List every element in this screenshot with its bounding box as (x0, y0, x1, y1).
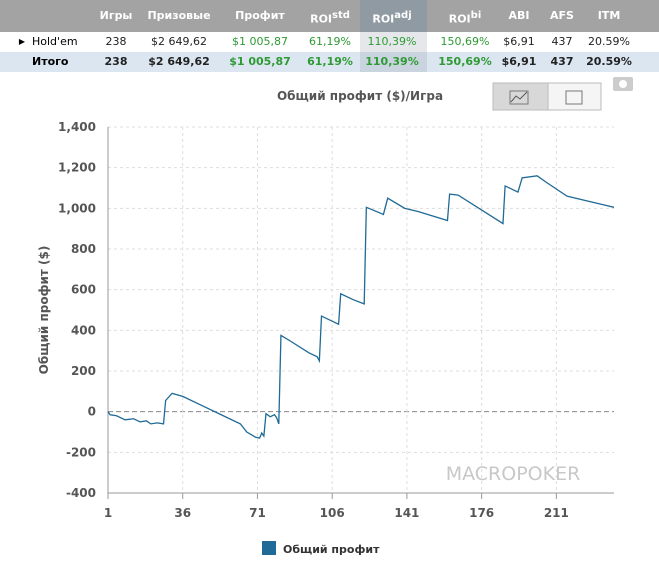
expand-arrow: ▶ (18, 37, 26, 46)
y-tick-label: 600 (71, 283, 96, 297)
cell: 437 (551, 35, 573, 48)
cell: 20.59% (586, 55, 632, 68)
legend-label: Общий профит (283, 543, 380, 556)
header-text: ABI (508, 9, 530, 22)
header-cell: ABI (499, 6, 539, 26)
header-text: ROI (310, 12, 333, 26)
x-tick-label: 106 (320, 506, 345, 520)
column-highlight (360, 32, 427, 72)
x-tick-label: 141 (394, 506, 419, 520)
header-sup: bi (470, 10, 482, 21)
y-tick-label: -400 (66, 486, 96, 500)
header-cell: ITM (584, 6, 634, 26)
y-tick-label: 1,200 (58, 161, 96, 175)
cell: 20.59% (588, 35, 630, 48)
y-axis-label: Общий профит ($) (37, 246, 51, 375)
row-label: Hold'em (32, 35, 78, 48)
watermark: MACROPOKER (446, 463, 581, 485)
header-cell: AFS (542, 6, 582, 26)
y-tick-label: 1,000 (58, 201, 96, 215)
header-cell: Профит (225, 6, 295, 26)
header-cell: ROIadj (360, 6, 424, 30)
x-tick-label: 211 (544, 506, 569, 520)
cell: $2 649,62 (148, 55, 210, 68)
header-cell: Игры (94, 6, 138, 26)
line-view-button[interactable] (492, 82, 549, 111)
total-row-bg (0, 52, 659, 72)
cell: 150,69% (440, 35, 490, 48)
cell: 110,39% (367, 35, 417, 48)
cell: $1 005,87 (229, 55, 291, 68)
cell: $6,91 (501, 55, 537, 68)
cell: 238 (104, 55, 128, 68)
y-tick-label: 200 (71, 364, 96, 378)
x-tick-label: 176 (469, 506, 494, 520)
header-text: ITM (597, 9, 621, 22)
header-text: Профит (235, 9, 285, 22)
header-highlight (360, 0, 427, 32)
legend-swatch (262, 541, 276, 555)
camera-lens (619, 80, 627, 88)
y-tick-label: 800 (71, 242, 96, 256)
cell: 61,19% (309, 35, 351, 48)
x-tick-label: 71 (249, 506, 266, 520)
header-text: ROI (448, 12, 471, 26)
table-header (0, 0, 659, 32)
header-cell: ROIbi (430, 6, 500, 30)
header-cell: Призовые (144, 6, 214, 26)
icon-frame (509, 90, 529, 105)
data-line (107, 175, 615, 439)
chart: Общий профит ($)/Игра Общий профит ($) M… (37, 77, 633, 556)
cell: 110,39% (365, 55, 419, 68)
bar-icon (565, 90, 583, 105)
y-tick-label: 0 (88, 405, 96, 419)
header-cell: ROIstd (300, 6, 360, 30)
cell: 61,19% (307, 55, 353, 68)
header-text: AFS (550, 9, 574, 22)
chart-title: Общий профит ($)/Игра (277, 89, 443, 103)
header-sup: adj (394, 10, 412, 21)
cell: 437 (550, 55, 574, 68)
header-sup: std (332, 10, 350, 21)
y-tick-label: 400 (71, 323, 96, 337)
x-tick-label: 36 (174, 506, 191, 520)
cell: $6,91 (503, 35, 535, 48)
header-text: Призовые (147, 9, 211, 22)
line-icon (510, 91, 528, 103)
bar-view-button[interactable] (547, 82, 602, 111)
cell: 238 (105, 35, 127, 48)
cell: $2 649,62 (151, 35, 207, 48)
header-text: Игры (99, 9, 133, 22)
x-tick-label: 1 (104, 506, 112, 520)
y-tick-label: 1,400 (58, 120, 96, 134)
y-tick-label: -200 (66, 445, 96, 459)
cell: $1 005,87 (232, 35, 288, 48)
cell: 150,69% (438, 55, 492, 68)
row-label: Итого (32, 55, 69, 68)
header-text: ROI (372, 12, 395, 26)
